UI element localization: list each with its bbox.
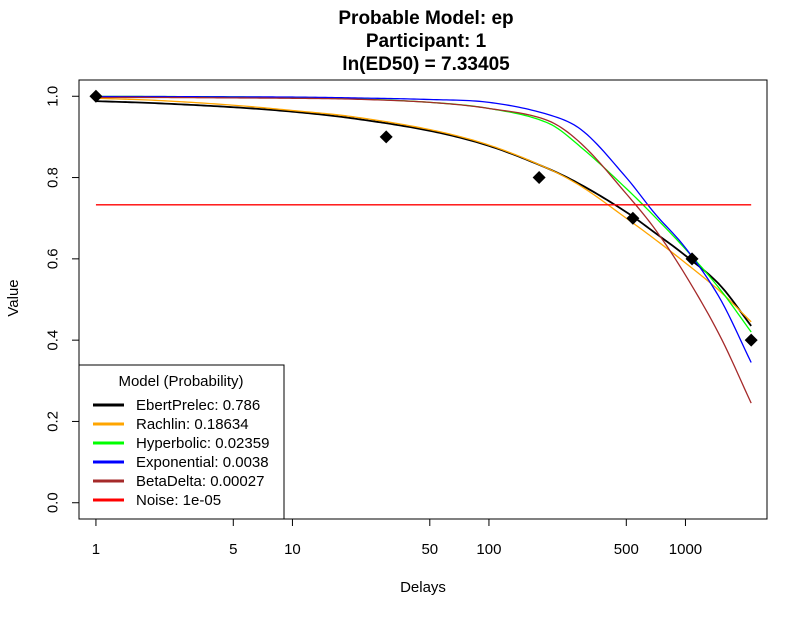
data-point-5 (685, 252, 699, 266)
y-tick-label: 0.0 (45, 492, 62, 513)
series-line-hyperbolic (95, 95, 752, 333)
x-tick-label: 50 (421, 541, 438, 558)
y-tick-label: 1.0 (45, 86, 62, 107)
x-tick-label: 500 (614, 541, 639, 558)
legend-title: Model (Probability) (118, 373, 243, 390)
x-tick-label: 1 (92, 541, 100, 558)
legend-label: EbertPrelec: 0.786 (136, 397, 260, 414)
data-point-4 (626, 211, 640, 225)
y-axis-label: Value (5, 279, 22, 316)
data-point-2 (379, 130, 393, 144)
legend-label: Rachlin: 0.18634 (136, 416, 249, 433)
points-layer (89, 89, 758, 347)
legend-box (78, 364, 285, 520)
legend: Model (Probability) EbertPrelec: 0.786 Rac… (78, 364, 285, 520)
y-axis: 0.0 0.2 0.4 0.6 0.8 1.0 (45, 86, 80, 513)
legend-label: Hyperbolic: 0.02359 (136, 435, 269, 452)
x-tick-label: 1000 (669, 541, 702, 558)
x-tick-label: 5 (229, 541, 237, 558)
y-tick-label: 0.8 (45, 167, 62, 188)
y-tick-label: 0.4 (45, 330, 62, 351)
legend-label: Noise: 1e-05 (136, 492, 221, 509)
x-tick-label: 10 (284, 541, 301, 558)
series-line-exponential (95, 95, 752, 363)
legend-label: Exponential: 0.0038 (136, 454, 269, 471)
series-line-rachlin (95, 97, 752, 323)
x-axis: 1 5 10 50 100 500 1000 (92, 518, 702, 558)
title-line-3: ln(ED50) = 7.33405 (342, 54, 510, 75)
x-axis-label: Delays (400, 579, 446, 596)
title-line-1: Probable Model: ep (338, 8, 513, 29)
y-tick-label: 0.6 (45, 248, 62, 269)
series-layer (95, 95, 752, 404)
title-line-2: Participant: 1 (366, 31, 487, 52)
data-point-3 (532, 171, 546, 185)
data-point-1 (89, 89, 103, 103)
chart-title: Probable Model: ep Participant: 1 ln(ED5… (338, 8, 513, 75)
data-point-6 (744, 333, 758, 347)
legend-label: BetaDelta: 0.00027 (136, 473, 264, 490)
y-tick-label: 0.2 (45, 411, 62, 432)
x-tick-label: 100 (476, 541, 501, 558)
series-line-ebertprelec (95, 100, 752, 327)
series-line-betadelta (95, 96, 752, 404)
